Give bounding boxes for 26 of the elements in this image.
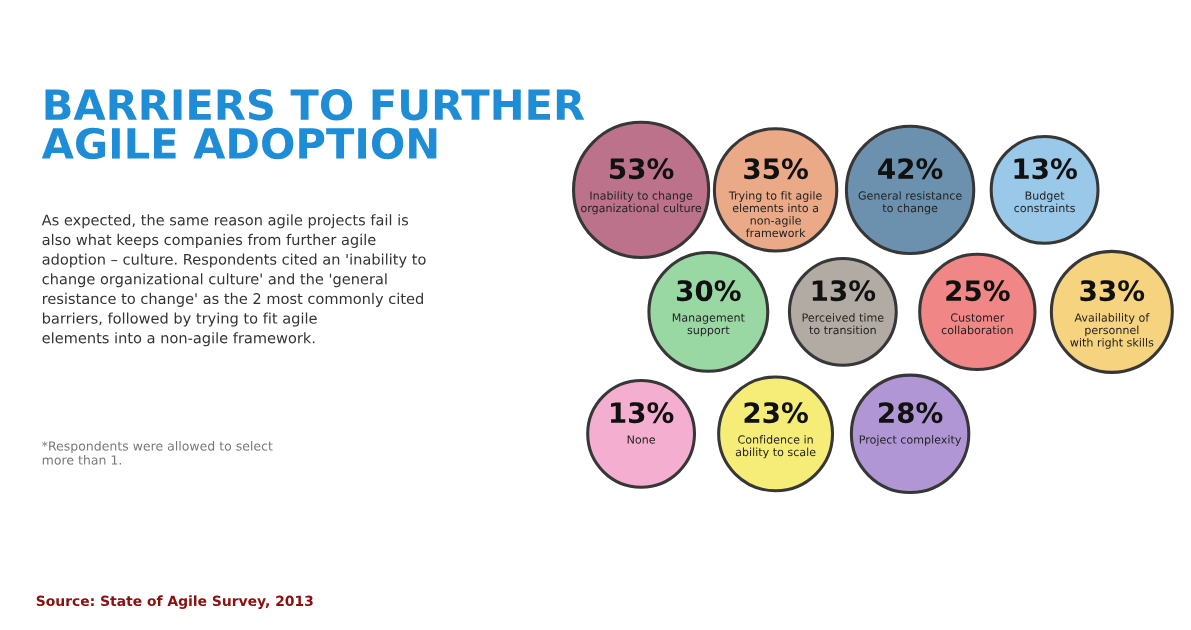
category-label: Customer collaboration xyxy=(941,313,1013,335)
data-label: 35% xyxy=(744,158,808,180)
data-label: 30% xyxy=(676,280,741,302)
data-label: 13% xyxy=(812,280,876,302)
data-label: 33% xyxy=(1080,280,1145,302)
data-label: 23% xyxy=(744,402,808,424)
category-label: General resistance to change xyxy=(858,191,962,215)
text: *Respondents were allowed to select more than 1. xyxy=(42,441,273,465)
source-note: Source: State of Agile Survey, 2013 xyxy=(36,595,313,609)
category-label: Availability of personnel with right skills xyxy=(1070,313,1154,349)
data-label: 53% xyxy=(609,158,674,180)
category-label: Budget constraints xyxy=(1014,191,1075,213)
category-label: Project complexity xyxy=(859,435,962,446)
data-label: 42% xyxy=(878,158,943,180)
category-label: Confidence in ability to scale xyxy=(735,435,816,459)
text: As expected, the same reason agile projects fail is also what keeps companies from further agile adoption – culture. Respondents cited an 'inability to change organizational culture' and the 'general resistance to change' as the 2 most commonly cited barriers, followed by trying to fit agile elements into a non-agile framework. xyxy=(41,214,426,347)
category-label: Perceived time to transition xyxy=(802,313,884,335)
data-label: 28% xyxy=(879,402,943,424)
category-label: None xyxy=(627,435,655,444)
category-label: Inability to change organizational culture xyxy=(581,191,702,215)
text: BARRIERS TO FURTHER AGILE ADOPTION xyxy=(41,88,585,160)
data-label: 13% xyxy=(1014,158,1077,180)
category-label: Trying to fit agile elements into a non-agile framework xyxy=(728,191,822,238)
category-label: Management support xyxy=(672,313,745,337)
data-label: 13% xyxy=(610,402,674,424)
data-label: 25% xyxy=(946,280,1010,302)
